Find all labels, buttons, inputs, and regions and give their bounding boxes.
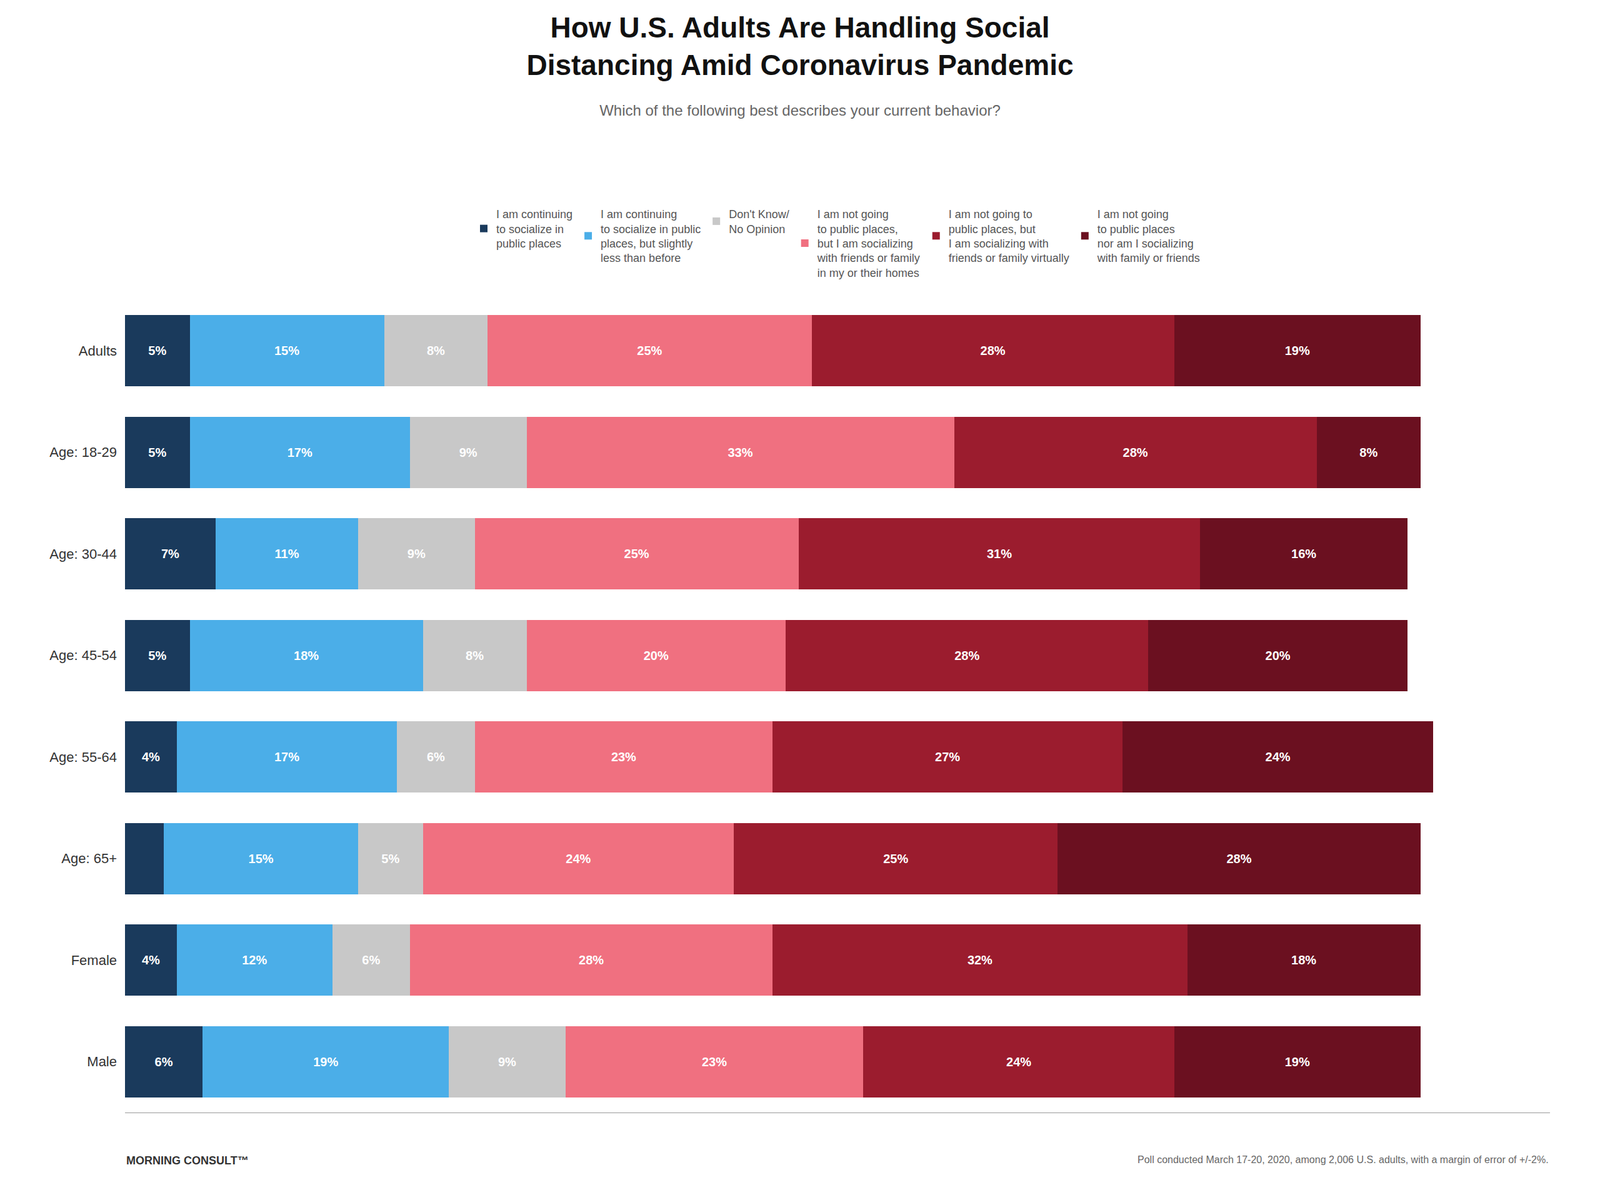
svg-text:5%: 5%: [148, 343, 167, 358]
svg-text:28%: 28%: [954, 648, 980, 663]
svg-text:8%: 8%: [426, 343, 445, 358]
svg-text:28%: 28%: [1123, 445, 1149, 460]
svg-text:25%: 25%: [883, 851, 909, 866]
svg-text:I am not goingto public places: I am not goingto public placesnor am I s…: [1096, 208, 1200, 265]
svg-text:28%: 28%: [980, 343, 1006, 358]
svg-text:31%: 31%: [986, 546, 1012, 561]
svg-text:20%: 20%: [1265, 648, 1291, 663]
svg-text:Which of the following best de: Which of the following best describes yo…: [599, 101, 1001, 119]
svg-text:9%: 9%: [407, 546, 426, 561]
svg-text:8%: 8%: [465, 648, 484, 663]
svg-text:4%: 4%: [141, 953, 160, 967]
svg-text:4%: 4%: [141, 750, 160, 764]
svg-text:25%: 25%: [636, 343, 662, 358]
svg-text:I am not going topublic places: I am not going topublic places, butI am …: [948, 208, 1070, 265]
svg-text:15%: 15%: [274, 343, 300, 358]
svg-text:19%: 19%: [1285, 1055, 1310, 1069]
svg-text:Don't Know/No Opinion: Don't Know/No Opinion: [728, 208, 790, 235]
svg-text:7%: 7%: [161, 546, 180, 561]
svg-text:Age: 45-54: Age: 45-54: [49, 647, 117, 664]
svg-text:6%: 6%: [361, 953, 380, 967]
svg-text:I am not goingto public places: I am not goingto public places,but I am …: [816, 208, 920, 280]
svg-text:Age: 30-44: Age: 30-44: [49, 546, 117, 562]
svg-text:19%: 19%: [1285, 343, 1310, 358]
svg-text:5%: 5%: [148, 445, 167, 460]
svg-text:28%: 28%: [1226, 851, 1252, 866]
svg-text:25%: 25%: [624, 546, 650, 561]
svg-text:24%: 24%: [1265, 750, 1291, 764]
svg-text:23%: 23%: [701, 1055, 727, 1069]
svg-text:18%: 18%: [1291, 953, 1317, 967]
svg-text:11%: 11%: [275, 546, 300, 561]
svg-text:6%: 6%: [426, 750, 445, 764]
svg-text:Adults: Adults: [78, 343, 117, 359]
svg-text:17%: 17%: [287, 445, 313, 460]
svg-text:5%: 5%: [148, 648, 167, 663]
svg-text:32%: 32%: [967, 953, 993, 967]
svg-text:Age: 18-29: Age: 18-29: [49, 444, 117, 460]
svg-text:15%: 15%: [248, 851, 274, 866]
svg-text:MORNING CONSULT™: MORNING CONSULT™: [126, 1154, 249, 1167]
svg-text:Poll conducted March 17-20, 20: Poll conducted March 17-20, 2020, among …: [1137, 1154, 1549, 1165]
svg-text:8%: 8%: [1359, 445, 1378, 460]
svg-text:19%: 19%: [313, 1055, 339, 1069]
svg-text:17%: 17%: [274, 750, 300, 764]
svg-text:Female: Female: [71, 952, 117, 969]
svg-text:I am continuingto socialize in: I am continuingto socialize in publicpla…: [600, 208, 701, 265]
svg-text:9%: 9%: [498, 1055, 517, 1069]
svg-text:28%: 28%: [578, 953, 604, 967]
svg-text:9%: 9%: [459, 445, 478, 460]
svg-text:23%: 23%: [611, 750, 637, 764]
svg-text:20%: 20%: [643, 648, 669, 663]
svg-text:Male: Male: [86, 1053, 117, 1070]
svg-text:I am continuingto socialize in: I am continuingto socialize inpublic pla…: [496, 208, 573, 250]
svg-text:12%: 12%: [241, 953, 267, 967]
svg-text:6%: 6%: [155, 1055, 174, 1069]
svg-text:5%: 5%: [381, 851, 400, 866]
svg-text:24%: 24%: [565, 851, 591, 866]
svg-text:How U.S. Adults Are Handling S: How U.S. Adults Are Handling SocialDista…: [526, 11, 1074, 82]
svg-text:18%: 18%: [293, 648, 319, 663]
svg-text:16%: 16%: [1291, 546, 1317, 561]
svg-text:Age: 55-64: Age: 55-64: [49, 749, 117, 765]
svg-text:24%: 24%: [1006, 1055, 1032, 1069]
svg-text:27%: 27%: [935, 750, 960, 764]
svg-text:Age: 65+: Age: 65+: [61, 850, 117, 867]
svg-text:33%: 33%: [727, 445, 753, 460]
